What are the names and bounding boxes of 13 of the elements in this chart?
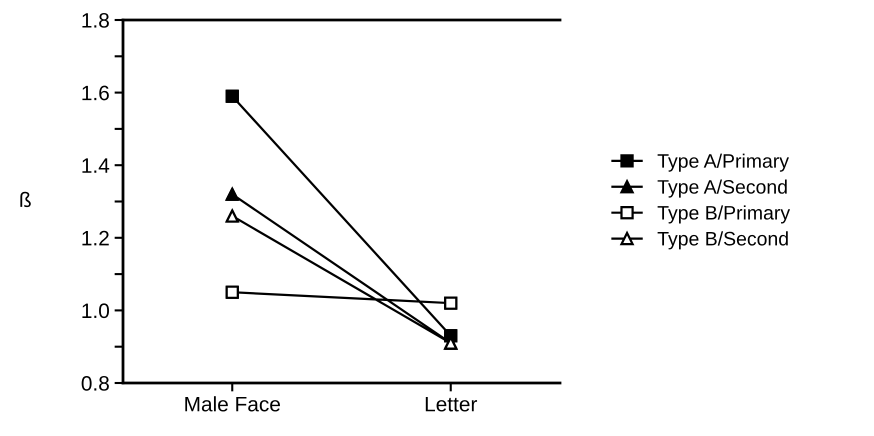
x-tick-label: Letter <box>426 396 478 412</box>
legend-label: Type A/Second <box>658 179 787 198</box>
y-tick-label: 0.8 <box>82 376 109 391</box>
y-axis-title: ß <box>20 192 31 208</box>
y-tick-label: 1.2 <box>82 230 109 246</box>
y-tick-label: 1.6 <box>82 86 109 100</box>
legend-label: Type A/Primary <box>658 154 789 172</box>
y-tick-label: 1.8 <box>82 13 109 28</box>
legend-label: Type B/Primary <box>658 205 790 224</box>
y-tick-label: 1.0 <box>82 303 109 318</box>
x-tick-label: Male Face <box>185 396 280 412</box>
y-tick-label: 1.4 <box>82 158 110 173</box>
legend-label: Type B/Second <box>658 231 788 250</box>
